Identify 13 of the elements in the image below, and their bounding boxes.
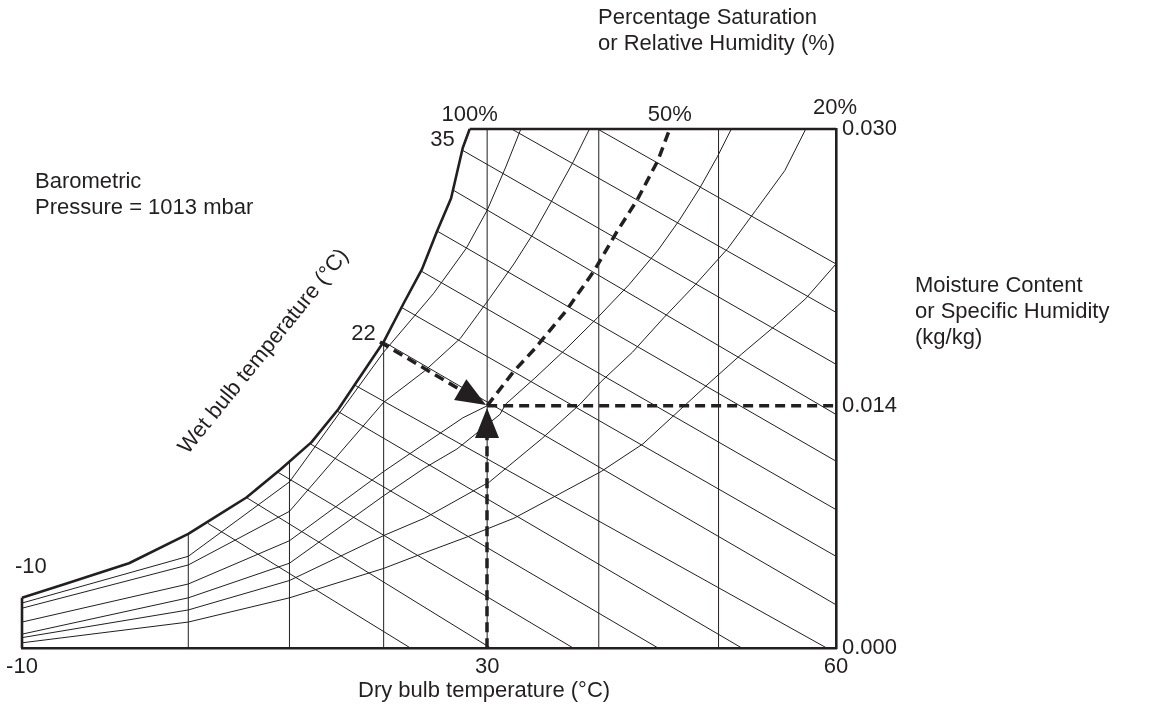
annotation: -10 (15, 552, 47, 578)
y-tick-label: 0.014 (842, 391, 898, 417)
x-axis-title: Dry bulb temperature (°C) (358, 677, 611, 703)
x-tick-label: 30 (474, 653, 500, 679)
y-axis-title: Moisture Content or Specific Humidity (kg/kg) (915, 272, 1110, 350)
annotation: 35 (430, 126, 455, 152)
text: Percentage Saturation or Relative Humidity (%) (598, 4, 836, 56)
x-tick-label: -10 (6, 653, 38, 679)
annotation: 50% (647, 101, 692, 126)
annotation: Barometric Pressure = 1013 mbar (35, 168, 254, 220)
annotation: 100% (441, 101, 498, 126)
x-tick-label: 60 (823, 653, 849, 679)
annotation: 22 (351, 319, 376, 345)
